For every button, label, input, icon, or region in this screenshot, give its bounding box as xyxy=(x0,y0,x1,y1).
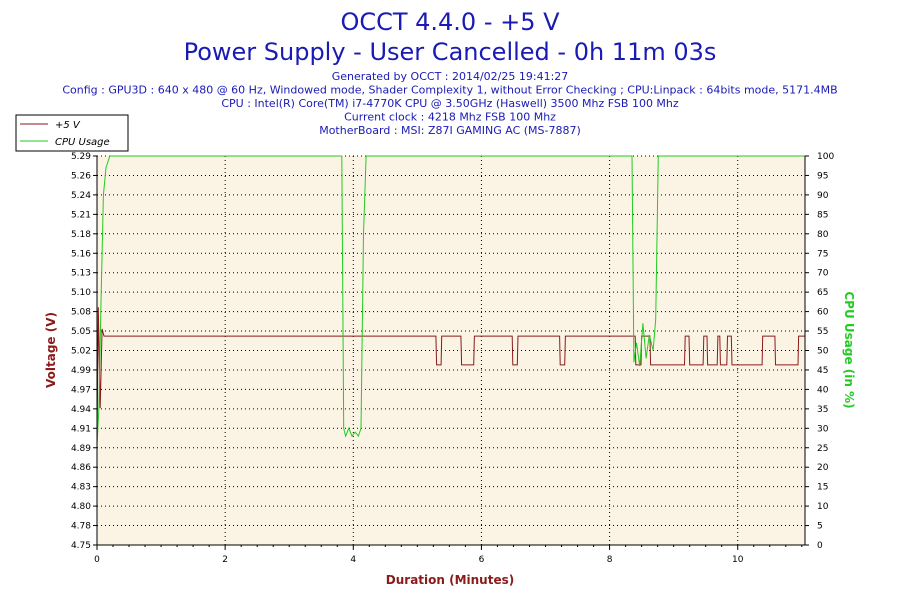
y-right-tick-label: 85 xyxy=(817,210,828,220)
x-tick-labels: 0 2 4 6 8 10 xyxy=(94,555,744,565)
y-right-tick-label: 0 xyxy=(817,541,823,551)
y-left-tick-label: 4.86 xyxy=(71,463,91,473)
y-right-tick-label: 5 xyxy=(817,522,823,532)
chart-subtitle: Power Supply - User Cancelled - 0h 11m 0… xyxy=(184,38,717,66)
y-left-tick-label: 4.78 xyxy=(71,522,91,532)
series-lines xyxy=(96,155,805,445)
x-tick-label: 2 xyxy=(222,555,228,565)
info-line: Current clock : 4218 Mhz FSB 100 Mhz xyxy=(344,111,556,124)
y-right-tick-label: 80 xyxy=(817,230,829,240)
y-right-tick-label: 15 xyxy=(817,483,828,493)
info-line: Generated by OCCT : 2014/02/25 19:41:27 xyxy=(332,70,569,83)
y-right-tick-label: 100 xyxy=(817,152,834,162)
info-line: Config : GPU3D : 640 x 480 @ 60 Hz, Wind… xyxy=(62,84,837,97)
y-right-tick-label: 55 xyxy=(817,327,828,337)
y-right-tick-label: 40 xyxy=(817,385,829,395)
y-right-tick-label: 60 xyxy=(817,308,829,318)
y-left-tick-label: 4.94 xyxy=(71,405,91,415)
y-left-tick-label: 4.89 xyxy=(71,444,91,454)
info-lines: Generated by OCCT : 2014/02/25 19:41:27C… xyxy=(62,70,837,137)
y-left-axis-label: Voltage (V) xyxy=(44,312,58,388)
info-line: CPU : Intel(R) Core(TM) i7-4770K CPU @ 3… xyxy=(221,97,679,110)
legend-box xyxy=(15,114,129,152)
chart-title: OCCT 4.4.0 - +5 V xyxy=(340,8,560,36)
voltage-line xyxy=(96,307,805,445)
info-line: MotherBoard : MSI: Z87I GAMING AC (MS-78… xyxy=(319,124,581,137)
y-left-tick-label: 5.26 xyxy=(71,171,91,181)
y-left-tick-label: 5.10 xyxy=(71,288,91,298)
y-right-tick-label: 45 xyxy=(817,366,828,376)
gridlines xyxy=(97,155,805,545)
y-right-tick-label: 30 xyxy=(817,424,829,434)
x-axis-label: Duration (Minutes) xyxy=(386,573,514,587)
y-right-tick-label: 10 xyxy=(817,502,829,512)
y-left-tick-label: 5.13 xyxy=(71,269,91,279)
y-right-tick-label: 70 xyxy=(817,269,829,279)
y-right-axis-label: CPU Usage (in %) xyxy=(842,291,856,408)
x-tick-label: 4 xyxy=(350,555,356,565)
y-right-tick-label: 90 xyxy=(817,191,829,201)
y-left-tick-label: 4.99 xyxy=(71,366,91,376)
y-left-tick-label: 4.97 xyxy=(71,385,91,395)
cpu-usage-line xyxy=(96,155,805,444)
x-tick-label: 6 xyxy=(479,555,485,565)
plot-area xyxy=(97,156,805,545)
x-tick-label: 0 xyxy=(94,555,100,565)
y-right-tick-label: 75 xyxy=(817,249,828,259)
y-right-tick-label: 65 xyxy=(817,288,828,298)
y-right-tick-label: 20 xyxy=(817,463,829,473)
y-left-tick-label: 5.21 xyxy=(71,210,91,220)
y-left-tick-label: 4.75 xyxy=(71,541,91,551)
y-right-tick-labels: 0 5 10 15 20 25 30 35 40 45 50 55 60 65 70 75 80 85 90 95 10… xyxy=(817,152,834,551)
legend-label: +5 V xyxy=(55,120,81,131)
y-left-tick-label: 4.91 xyxy=(71,424,91,434)
y-right-tick-label: 50 xyxy=(817,347,829,357)
y-left-tick-label: 5.05 xyxy=(71,327,91,337)
y-left-tick-label: 5.02 xyxy=(71,347,91,357)
y-left-tick-label: 5.18 xyxy=(71,230,91,240)
legend-label: CPU Usage xyxy=(55,137,110,148)
y-left-tick-label: 5.29 xyxy=(71,152,91,162)
y-right-tick-label: 95 xyxy=(817,171,828,181)
x-tick-label: 10 xyxy=(732,555,744,565)
x-tick-label: 8 xyxy=(607,555,613,565)
axes xyxy=(93,155,809,550)
y-left-tick-label: 5.24 xyxy=(71,191,91,201)
y-right-tick-label: 25 xyxy=(817,444,828,454)
y-right-tick-label: 35 xyxy=(817,405,828,415)
y-left-tick-label: 4.80 xyxy=(71,502,91,512)
y-left-tick-label: 5.08 xyxy=(71,308,91,318)
y-left-tick-label: 4.83 xyxy=(71,483,91,493)
y-left-tick-labels: 4.75 4.78 4.80 4.83 4.86 4.89 4.91 4.94 4.97 4.99… xyxy=(71,152,91,551)
legend: +5 V CPU Usage xyxy=(15,114,129,152)
y-left-tick-label: 5.16 xyxy=(71,249,91,259)
